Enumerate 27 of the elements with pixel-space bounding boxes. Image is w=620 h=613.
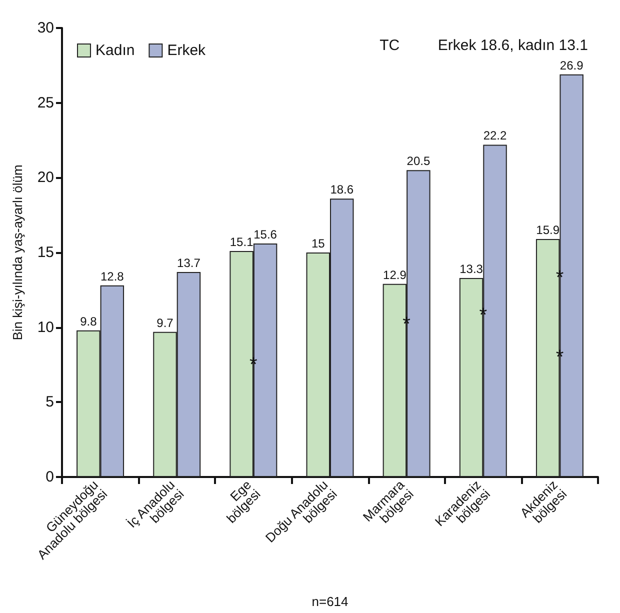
y-tick-label: 25 xyxy=(37,94,54,112)
data-label: 26.9 xyxy=(560,58,584,72)
y-tick-label: 30 xyxy=(37,20,54,36)
data-label: 9.8 xyxy=(80,314,98,328)
data-label: 13.7 xyxy=(177,256,201,270)
x-axis-title: n=614 xyxy=(312,594,348,609)
legend-label: Kadın xyxy=(96,42,135,59)
y-tick-label: 20 xyxy=(37,169,54,186)
data-label: 22.2 xyxy=(483,128,508,143)
annotation: Erkek 18.6, kadın 13.1 xyxy=(438,37,588,54)
y-tick-label: 0 xyxy=(46,468,54,486)
data-label: 9.7 xyxy=(156,316,174,330)
y-tick-label: 15 xyxy=(37,244,54,261)
data-label: 15 xyxy=(311,236,326,250)
data-label: 15.6 xyxy=(254,228,278,242)
y-tick-label: 10 xyxy=(37,318,54,336)
data-label: 12.8 xyxy=(100,269,124,284)
legend-label: Erkek xyxy=(167,42,206,59)
annotation: TC xyxy=(380,37,400,54)
data-label: 20.5 xyxy=(406,154,430,168)
data-label: 15.1 xyxy=(230,235,254,250)
data-label: 18.6 xyxy=(330,182,354,197)
data-label: 13.3 xyxy=(460,262,484,276)
data-label: 15.9 xyxy=(536,223,560,238)
data-label: 12.9 xyxy=(383,268,407,282)
y-axis-title: Bin kişi-yılında yaş-ayarlı ölüm xyxy=(10,164,25,340)
y-tick-label: 5 xyxy=(46,394,54,411)
